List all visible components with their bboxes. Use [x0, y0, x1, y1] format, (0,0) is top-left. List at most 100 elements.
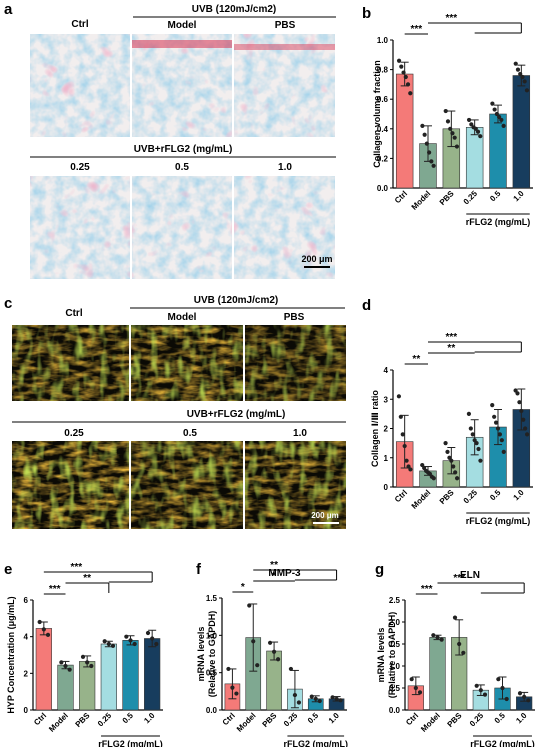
sig-label-d: *** — [445, 332, 457, 343]
data-point-b-3 — [466, 117, 472, 123]
data-point-b-2 — [448, 126, 453, 131]
y-tick-label-d: 3 — [384, 395, 389, 404]
data-point-b-1 — [429, 159, 434, 164]
data-point-d-4 — [497, 432, 503, 437]
y-tick-label-b: 0.4 — [377, 125, 389, 134]
data-point-b-4 — [501, 123, 506, 128]
x-tick-label-e-5: 1.0 — [142, 711, 157, 726]
data-point-b-4 — [499, 117, 504, 123]
x-tick-label-d-5: 1.0 — [512, 488, 527, 503]
data-point-g-3 — [478, 688, 483, 693]
y-tick-label-d: 4 — [384, 366, 389, 375]
data-point-g-1 — [431, 633, 436, 638]
data-point-e-2 — [80, 654, 86, 659]
header-dose-025-c: 0.25 — [64, 428, 84, 439]
panel-label-b: b — [362, 5, 371, 22]
data-point-e-4 — [124, 634, 129, 639]
x-tick-label-b-4: 0.5 — [488, 189, 503, 204]
panel-label-e: e — [4, 561, 12, 578]
data-point-f-2 — [275, 657, 281, 662]
data-point-d-2 — [443, 441, 448, 446]
x-tick-label-g-1: Model — [419, 711, 442, 734]
data-point-d-4 — [490, 403, 495, 408]
data-point-b-4 — [497, 114, 502, 120]
histology-images-top — [30, 34, 335, 137]
x-tick-label-d-3: 0.25 — [462, 488, 480, 506]
data-point-e-4 — [128, 638, 133, 643]
header-rflg2: UVB+rFLG2 (mg/mL) — [134, 144, 233, 155]
panel-label-f: f — [196, 561, 202, 578]
data-point-b-1 — [422, 132, 427, 137]
y-tick-label-g: 0.5 — [389, 684, 401, 693]
data-point-g-2 — [457, 641, 462, 647]
data-point-e-0 — [45, 632, 51, 637]
x-tick-label-g-4: 0.5 — [493, 711, 508, 726]
x-axis-label-b: rFLG2 (mg/mL) — [466, 217, 531, 227]
data-point-b-0 — [396, 58, 402, 63]
x-tick-label-f-3: 0.25 — [282, 711, 300, 729]
data-point-e-2 — [85, 660, 90, 665]
y-tick-label-g: 2.0 — [389, 618, 401, 627]
data-point-d-4 — [499, 438, 504, 443]
x-tick-label-e-2: PBS — [74, 711, 92, 729]
data-point-d-0 — [398, 414, 403, 419]
data-point-d-5 — [519, 408, 524, 414]
panel-label-a: a — [4, 1, 13, 18]
data-point-g-0 — [409, 677, 414, 682]
data-point-b-4 — [492, 107, 497, 112]
y-tick-label-f: 1.5 — [206, 594, 218, 603]
data-point-e-0 — [41, 627, 46, 632]
histology-images-bottom — [30, 176, 335, 279]
sig-label-e: ** — [83, 573, 91, 584]
y-axis-label-f: (Relative to GAPDH) — [207, 611, 217, 698]
data-point-g-3 — [482, 692, 488, 697]
y-tick-label-b: 0.6 — [377, 95, 389, 104]
x-tick-label-f-5: 1.0 — [327, 711, 342, 726]
data-point-f-4 — [309, 694, 314, 699]
x-tick-label-b-2: PBS — [438, 189, 456, 207]
header-dose-10: 1.0 — [278, 162, 292, 173]
data-point-e-5 — [150, 636, 155, 641]
data-point-d-5 — [515, 391, 520, 396]
y-axis-label-d: Collagen Ⅰ/Ⅲ ratio — [370, 390, 380, 467]
y-tick-label-b: 0.0 — [377, 184, 389, 193]
header-dose-05-c: 0.5 — [183, 428, 197, 439]
x-tick-label-g-2: PBS — [446, 711, 464, 729]
data-point-b-5 — [522, 79, 527, 84]
x-tick-label-f-1: Model — [235, 711, 258, 734]
data-point-e-4 — [132, 641, 137, 647]
data-point-g-2 — [452, 615, 458, 620]
data-point-b-2 — [445, 119, 451, 124]
data-point-d-3 — [478, 458, 483, 463]
y-tick-label-d: 0 — [384, 483, 389, 492]
data-point-d-2 — [453, 470, 458, 475]
data-point-b-0 — [401, 70, 406, 75]
y-axis-label-e: HYP Concentration (μg/mL) — [6, 596, 16, 713]
data-point-b-5 — [524, 88, 530, 93]
data-point-d-2 — [454, 476, 460, 481]
x-tick-label-e-3: 0.25 — [96, 711, 114, 729]
data-point-b-4 — [494, 111, 499, 117]
data-point-g-4 — [504, 696, 509, 702]
data-point-b-0 — [399, 64, 404, 69]
sig-label-g: *** — [421, 584, 433, 595]
polarized-images-bottom — [12, 441, 346, 529]
data-point-f-0 — [226, 666, 231, 672]
header-dose-025: 0.25 — [70, 162, 90, 173]
bar-e-3 — [100, 643, 117, 711]
chart-title-g: ELN — [460, 570, 480, 581]
data-point-d-4 — [501, 449, 506, 454]
data-point-d-4 — [492, 414, 497, 419]
data-point-d-3 — [474, 441, 479, 446]
data-point-g-5 — [526, 698, 531, 703]
panel-label-d: d — [362, 297, 371, 314]
data-point-d-3 — [468, 426, 473, 431]
y-tick-label-g: 0.0 — [389, 706, 401, 715]
header-uvb-c: UVB (120mJ/cm2) — [194, 295, 278, 306]
y-tick-label-g: 1.5 — [389, 640, 401, 649]
data-point-f-5 — [330, 695, 335, 700]
x-axis-label-f: rFLG2 (mg/mL) — [284, 739, 349, 747]
data-point-g-0 — [413, 685, 418, 691]
data-point-g-4 — [500, 685, 505, 691]
